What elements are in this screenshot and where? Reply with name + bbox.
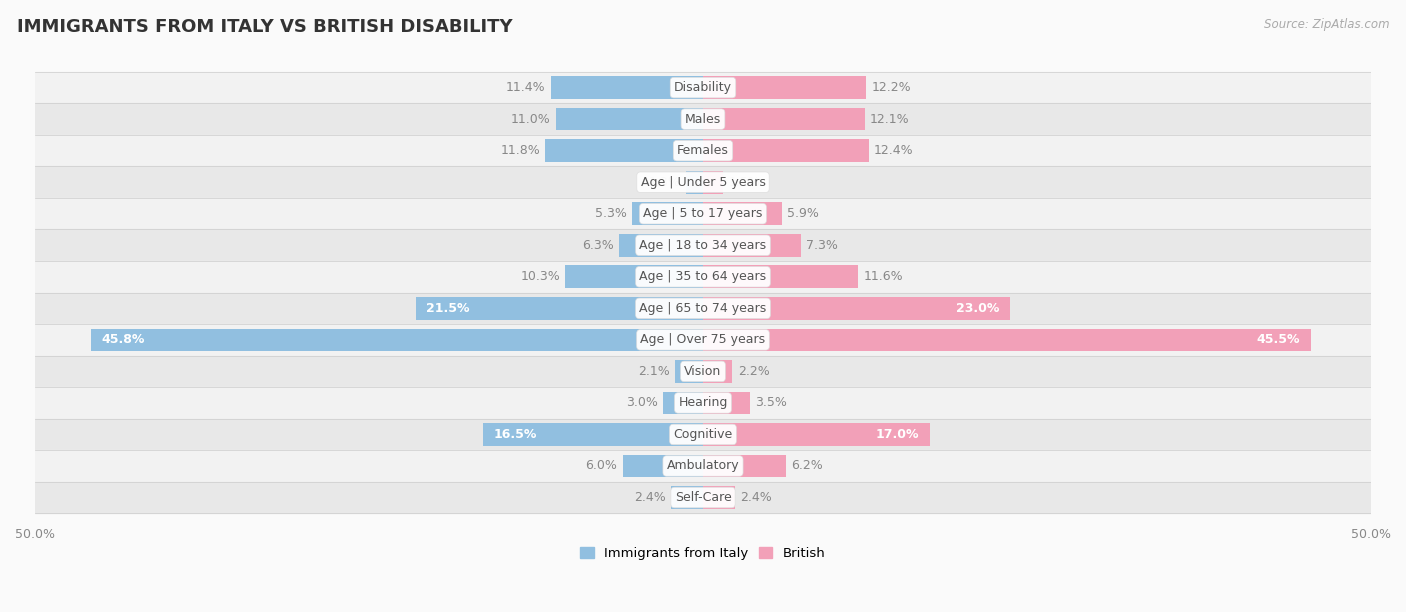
Text: Self-Care: Self-Care — [675, 491, 731, 504]
Bar — [35, 166, 1371, 198]
Text: Disability: Disability — [673, 81, 733, 94]
Bar — [35, 482, 1371, 513]
Text: 23.0%: 23.0% — [956, 302, 1000, 315]
Text: 2.1%: 2.1% — [638, 365, 669, 378]
Text: Ambulatory: Ambulatory — [666, 460, 740, 472]
Bar — [619, 234, 703, 256]
Text: 5.3%: 5.3% — [595, 207, 627, 220]
Text: 12.4%: 12.4% — [875, 144, 914, 157]
Bar — [35, 103, 1371, 135]
Text: Age | Over 75 years: Age | Over 75 years — [641, 334, 765, 346]
Text: Age | 35 to 64 years: Age | 35 to 64 years — [640, 271, 766, 283]
Text: 2.4%: 2.4% — [741, 491, 772, 504]
Text: 3.0%: 3.0% — [626, 397, 658, 409]
Bar — [35, 135, 1371, 166]
Text: 6.2%: 6.2% — [792, 460, 823, 472]
Bar — [703, 455, 786, 477]
Text: IMMIGRANTS FROM ITALY VS BRITISH DISABILITY: IMMIGRANTS FROM ITALY VS BRITISH DISABIL… — [17, 18, 513, 36]
Bar — [703, 266, 858, 288]
Bar — [703, 140, 869, 162]
Text: 45.5%: 45.5% — [1257, 334, 1301, 346]
Text: 2.4%: 2.4% — [634, 491, 665, 504]
Text: 6.0%: 6.0% — [586, 460, 617, 472]
Bar — [35, 387, 1371, 419]
Bar — [35, 293, 1371, 324]
Bar — [416, 297, 703, 319]
Bar — [675, 360, 703, 382]
Bar — [35, 198, 1371, 230]
Bar — [703, 297, 1011, 319]
Bar — [703, 392, 749, 414]
Text: 10.3%: 10.3% — [520, 271, 560, 283]
Text: Males: Males — [685, 113, 721, 125]
Bar — [703, 423, 931, 446]
Text: Hearing: Hearing — [678, 397, 728, 409]
Bar — [35, 324, 1371, 356]
Text: 12.1%: 12.1% — [870, 113, 910, 125]
Bar — [703, 203, 782, 225]
Text: 3.5%: 3.5% — [755, 397, 787, 409]
Text: Cognitive: Cognitive — [673, 428, 733, 441]
Bar — [565, 266, 703, 288]
Text: Age | 5 to 17 years: Age | 5 to 17 years — [644, 207, 762, 220]
Bar — [35, 450, 1371, 482]
Bar — [35, 230, 1371, 261]
Bar — [633, 203, 703, 225]
Text: 11.6%: 11.6% — [863, 271, 903, 283]
Text: 16.5%: 16.5% — [494, 428, 537, 441]
Bar — [35, 261, 1371, 293]
Text: 12.2%: 12.2% — [872, 81, 911, 94]
Text: 6.3%: 6.3% — [582, 239, 613, 252]
Bar — [703, 171, 723, 193]
Text: 11.4%: 11.4% — [506, 81, 546, 94]
Text: 7.3%: 7.3% — [806, 239, 838, 252]
Bar — [703, 108, 865, 130]
Bar — [482, 423, 703, 446]
Legend: Immigrants from Italy, British: Immigrants from Italy, British — [575, 541, 831, 565]
Bar — [703, 234, 800, 256]
Bar — [686, 171, 703, 193]
Bar — [555, 108, 703, 130]
Text: Age | Under 5 years: Age | Under 5 years — [641, 176, 765, 188]
Text: Vision: Vision — [685, 365, 721, 378]
Text: 2.2%: 2.2% — [738, 365, 769, 378]
Bar — [91, 329, 703, 351]
Bar — [662, 392, 703, 414]
Bar — [35, 419, 1371, 450]
Bar — [703, 360, 733, 382]
Text: Source: ZipAtlas.com: Source: ZipAtlas.com — [1264, 18, 1389, 31]
Text: 1.5%: 1.5% — [728, 176, 761, 188]
Bar — [623, 455, 703, 477]
Bar — [35, 72, 1371, 103]
Text: 21.5%: 21.5% — [426, 302, 470, 315]
Bar — [703, 329, 1310, 351]
Text: 11.8%: 11.8% — [501, 144, 540, 157]
Bar — [703, 76, 866, 99]
Bar — [551, 76, 703, 99]
Bar — [546, 140, 703, 162]
Text: Females: Females — [678, 144, 728, 157]
Text: 5.9%: 5.9% — [787, 207, 820, 220]
Text: Age | 65 to 74 years: Age | 65 to 74 years — [640, 302, 766, 315]
Text: 1.3%: 1.3% — [648, 176, 681, 188]
Text: 17.0%: 17.0% — [876, 428, 920, 441]
Text: 11.0%: 11.0% — [510, 113, 551, 125]
Text: 45.8%: 45.8% — [101, 334, 145, 346]
Bar — [671, 486, 703, 509]
Bar — [703, 486, 735, 509]
Text: Age | 18 to 34 years: Age | 18 to 34 years — [640, 239, 766, 252]
Bar — [35, 356, 1371, 387]
